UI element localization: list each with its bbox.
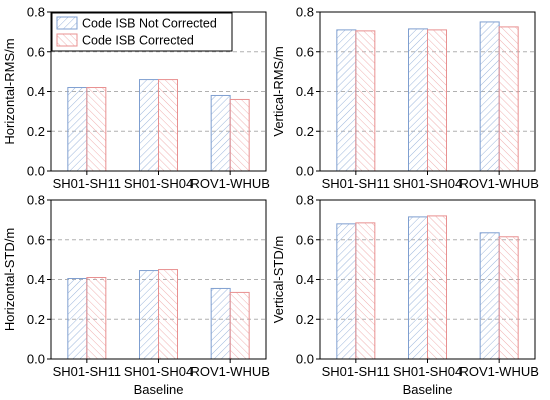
chart-panel-2: 0.0 0.2 0.4 0.6 0.8 SH01-SH11 SH01-SH04ROV1-WH… (271, 5, 539, 192)
y-tick-label: 0.6 (296, 232, 314, 247)
x-tick-label: SH01-SH04 (124, 176, 193, 191)
x-tick-label: SH01-SH11 (53, 176, 121, 191)
x-axis-title: Baseline (403, 382, 453, 397)
bar-corrected-sh01-sh04 (158, 79, 178, 172)
legend-swatch-corrected (56, 33, 78, 47)
x-tick-label: SH01-SH04 (393, 176, 462, 191)
bar-not-corrected-sh01-sh04 (139, 79, 159, 172)
bar-not-corrected-sh01-sh11 (67, 87, 88, 172)
legend-label-not-corrected: Code ISB Not Corrected (82, 17, 217, 31)
y-tick-label: 0.8 (27, 193, 45, 208)
y-tick-label: 0.6 (27, 232, 45, 247)
x-axis-title: Baseline (134, 382, 184, 397)
x-tick-label: SH01-SH11 (322, 364, 390, 379)
bar-corrected-sh01-sh11 (86, 87, 107, 172)
bar-corrected-sh01-sh11 (86, 277, 107, 360)
bar-corrected-sh01-sh04 (158, 269, 178, 360)
y-tick-label: 0.6 (27, 44, 45, 59)
bar-not-corrected-rov1-whub (479, 21, 500, 172)
x-tick-label: SH01-SH11 (53, 364, 121, 379)
y-axis-title: Horizontal-RMS/m (2, 38, 17, 144)
bar-not-corrected-rov1-whub (479, 232, 500, 360)
x-tick-label: SH01-SH11 (322, 176, 390, 191)
chart-panel-3: 0.0 0.2 0.4 0.6 0.8 SH01-SH11 SH01-SH04ROV1-WH… (2, 193, 270, 398)
chart-panel-1: 0.0 0.2 0.4 0.6 0.8 SH01-SH11 SH01-SH04ROV1-WH… (2, 5, 270, 192)
legend-box (51, 12, 233, 52)
x-tick-label: ROV1-WHUB (459, 176, 538, 191)
x-tick-label: SH01-SH04 (124, 364, 193, 379)
bar-corrected-rov1-whub (229, 291, 250, 360)
y-tick-label: 0.2 (296, 312, 314, 327)
bar-corrected-rov1-whub (498, 236, 519, 360)
plot-frame (50, 199, 267, 360)
bar-not-corrected-sh01-sh11 (336, 29, 357, 172)
y-tick-label: 0.0 (27, 352, 45, 367)
y-axis-title: Vertical-STD/m (271, 236, 286, 323)
y-axis-title: Vertical-RMS/m (271, 46, 286, 136)
y-tick-label: 0.2 (27, 312, 45, 327)
legend: Code ISB Not Corrected Code ISB Corrected (51, 12, 233, 52)
x-tick-label: ROV1-WHUB (190, 176, 269, 191)
y-tick-label: 0.4 (27, 84, 45, 99)
plot-frame (319, 199, 536, 360)
bar-corrected-sh01-sh04 (427, 215, 447, 360)
y-tick-label: 0.0 (296, 352, 314, 367)
y-tick-label: 0.8 (296, 5, 314, 20)
y-tick-label: 0.2 (27, 124, 45, 139)
x-tick-label: SH01-SH04 (393, 364, 462, 379)
y-tick-label: 0.4 (296, 84, 314, 99)
bar-not-corrected-sh01-sh04 (408, 28, 428, 172)
x-tick-label: ROV1-WHUB (459, 364, 538, 379)
bar-corrected-sh01-sh11 (355, 222, 376, 360)
bar-not-corrected-rov1-whub (210, 94, 231, 172)
bar-not-corrected-sh01-sh04 (408, 216, 428, 360)
bar-not-corrected-sh01-sh04 (139, 270, 159, 360)
bar-corrected-sh01-sh04 (427, 29, 447, 172)
y-tick-label: 0.0 (296, 164, 314, 179)
y-tick-label: 0.8 (27, 5, 45, 20)
bar-not-corrected-sh01-sh11 (67, 278, 88, 360)
y-tick-label: 0.0 (27, 164, 45, 179)
y-tick-label: 0.6 (296, 44, 314, 59)
bar-corrected-rov1-whub (498, 26, 519, 172)
y-tick-label: 0.4 (296, 272, 314, 287)
bar-not-corrected-rov1-whub (210, 287, 231, 360)
chart-panel-4: 0.0 0.2 0.4 0.6 0.8 SH01-SH11 SH01-SH04ROV1-WH… (271, 193, 539, 398)
y-axis-title: Horizontal-STD/m (2, 228, 17, 331)
x-tick-label: ROV1-WHUB (190, 364, 269, 379)
bar-corrected-rov1-whub (229, 98, 250, 172)
plot-frame (50, 11, 267, 172)
legend-label-corrected: Code ISB Corrected (82, 34, 194, 48)
bar-corrected-sh01-sh11 (355, 30, 376, 172)
y-tick-label: 0.4 (27, 272, 45, 287)
y-tick-label: 0.2 (296, 124, 314, 139)
legend-swatch-not-corrected (56, 16, 78, 30)
plot-frame (319, 11, 536, 172)
bar-not-corrected-sh01-sh11 (336, 223, 357, 360)
y-tick-label: 0.8 (296, 193, 314, 208)
